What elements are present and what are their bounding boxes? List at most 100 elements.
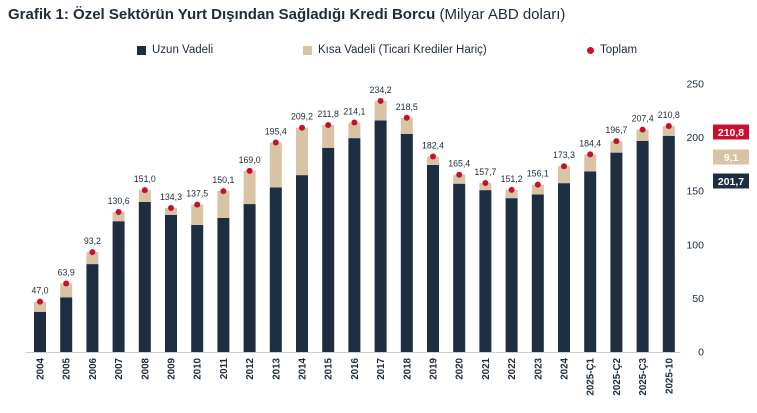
total-point (613, 138, 620, 145)
last-value-box (713, 149, 749, 165)
total-point (403, 114, 410, 121)
bar-long (427, 164, 439, 352)
bar-short (112, 211, 125, 222)
bar-short (584, 154, 597, 172)
total-point (37, 298, 43, 305)
total-data-label: 210,8 (658, 110, 680, 120)
bar-long (191, 224, 204, 352)
total-data-label: 63,9 (58, 267, 75, 277)
total-data-label: 207,4 (632, 114, 654, 124)
bar-short (191, 204, 204, 225)
bar-short (296, 127, 308, 176)
chart-title-main: Grafik 1: Özel Sektörün Yurt Dışından Sa… (8, 6, 436, 23)
bar-long (86, 264, 99, 352)
total-data-label: 130,6 (108, 196, 130, 206)
x-tick-label: 2011 (219, 357, 230, 379)
x-tick-label: 2025-Ç1 (586, 357, 597, 395)
total-point (220, 188, 227, 195)
y-tick-label: 250 (686, 79, 704, 91)
x-tick-label: 2010 (193, 357, 204, 379)
bar-long (348, 138, 361, 352)
total-point (508, 186, 515, 193)
bar-long (217, 218, 230, 352)
x-tick-label: 2005 (62, 357, 73, 379)
bar-long (34, 311, 46, 352)
legend-label-short: Kısa Vadeli (Ticari Krediler Hariç) (318, 44, 487, 56)
x-tick-label: 2025-Ç3 (638, 357, 649, 395)
total-point (141, 187, 148, 194)
x-tick-label: 2009 (167, 357, 178, 379)
legend: Uzun Vadeli Kısa Vadeli (Ticari Krediler… (0, 44, 757, 60)
x-tick-label: 2023 (533, 357, 544, 379)
total-point (482, 179, 489, 186)
bar-short (400, 117, 413, 134)
total-point (561, 163, 567, 170)
bar-long (243, 204, 256, 352)
total-data-label: 156,1 (527, 169, 549, 179)
bar-short (322, 124, 335, 148)
bar-long (60, 297, 73, 352)
total-data-label: 214,1 (343, 106, 365, 116)
total-data-label: 209,2 (291, 112, 313, 122)
total-point (246, 167, 253, 174)
total-point (89, 249, 96, 256)
x-tick-label: 2024 (560, 357, 571, 379)
x-tick-label: 2014 (298, 357, 309, 379)
bar-short (558, 166, 570, 184)
total-point (299, 124, 305, 131)
bar-long (584, 171, 597, 352)
bar-short (348, 122, 361, 139)
legend-item-long: Uzun Vadeli (137, 44, 213, 56)
bar-short (427, 156, 439, 165)
total-point (639, 126, 646, 133)
chart-title: Grafik 1: Özel Sektörün Yurt Dışından Sa… (8, 6, 565, 23)
x-tick-label: 2025-10 (664, 357, 675, 394)
x-tick-label: 2016 (350, 357, 361, 379)
bar-long (453, 183, 466, 352)
total-point (456, 171, 463, 178)
total-data-label: 173,3 (553, 150, 575, 160)
bar-short (269, 142, 282, 188)
x-tick-label: 2020 (455, 357, 466, 379)
x-tick-label: 2008 (140, 357, 151, 379)
bar-short (374, 100, 387, 121)
legend-label-total: Toplam (600, 44, 638, 56)
y-tick-label: 0 (698, 347, 704, 359)
bar-long (662, 135, 675, 352)
total-data-label: 234,2 (370, 85, 392, 95)
bar-long (479, 190, 492, 352)
bar-long (374, 120, 387, 352)
total-data-label: 93,2 (84, 236, 101, 246)
bar-short (636, 129, 649, 141)
total-point (272, 139, 279, 146)
total-point (115, 208, 122, 215)
chart-title-unit: (Milyar ABD doları) (439, 6, 566, 23)
legend-item-short: Kısa Vadeli (Ticari Krediler Hariç) (303, 44, 487, 56)
y-tick-label: 100 (686, 239, 704, 251)
total-point (168, 205, 174, 212)
last-value-box (713, 173, 749, 189)
bar-long (269, 187, 282, 352)
y-tick-label: 150 (686, 186, 704, 198)
total-data-label: 151,0 (134, 174, 156, 184)
total-data-label: 47,0 (31, 286, 48, 296)
bar-short (60, 283, 73, 298)
x-tick-label: 2017 (376, 357, 387, 379)
total-data-label: 182,4 (422, 140, 444, 150)
bar-short (34, 301, 46, 312)
total-data-label: 157,7 (474, 167, 496, 177)
bar-long (112, 221, 125, 352)
bar-long (505, 198, 518, 352)
bar-short (138, 190, 151, 202)
total-data-label: 184,4 (579, 138, 601, 148)
total-point (665, 123, 672, 130)
bar-short (610, 141, 623, 153)
x-tick-label: 2007 (114, 357, 125, 379)
total-point (377, 97, 384, 104)
bar-long (165, 214, 177, 352)
bar-long (138, 201, 151, 352)
total-data-label: 196,7 (605, 125, 627, 135)
bar-short (86, 252, 99, 265)
x-tick-label: 2021 (481, 357, 492, 379)
